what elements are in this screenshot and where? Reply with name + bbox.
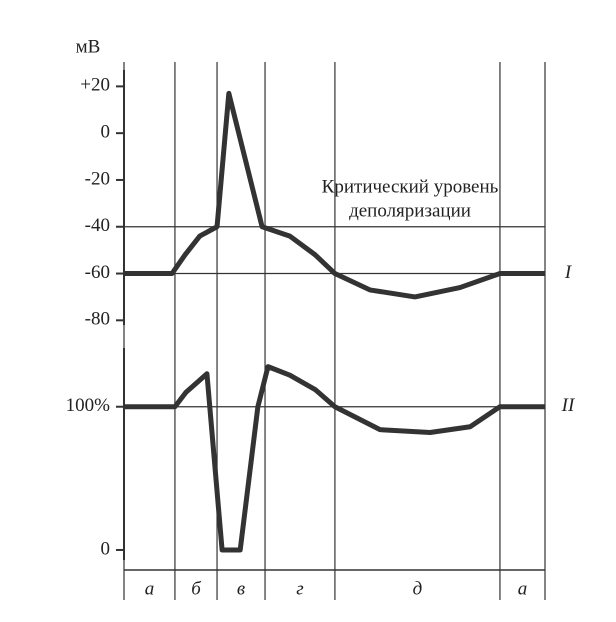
series-label: I — [564, 262, 573, 283]
phase-label: а — [518, 578, 528, 599]
y-tick-label: 0 — [101, 538, 111, 559]
y-tick-label: +20 — [80, 75, 110, 96]
phase-label: б — [191, 578, 202, 599]
line — [124, 364, 545, 553]
series-label: II — [561, 395, 576, 416]
phase-label: д — [413, 578, 423, 599]
phase-label: в — [237, 578, 245, 599]
y-tick-label: 0 — [101, 122, 111, 143]
phase-label: а — [145, 578, 155, 599]
phase-label: г — [296, 578, 303, 599]
y-tick-label: -80 — [85, 309, 110, 330]
annotation: деполяризации — [349, 200, 471, 221]
y-tick-label: -40 — [85, 215, 110, 236]
y-tick-label: -20 — [85, 168, 110, 189]
y-tick-label: 100% — [66, 395, 111, 416]
y-unit: мВ — [76, 36, 101, 57]
line — [124, 90, 545, 300]
annotation: Критический уровень — [322, 176, 499, 197]
y-tick-label: -60 — [85, 262, 110, 283]
